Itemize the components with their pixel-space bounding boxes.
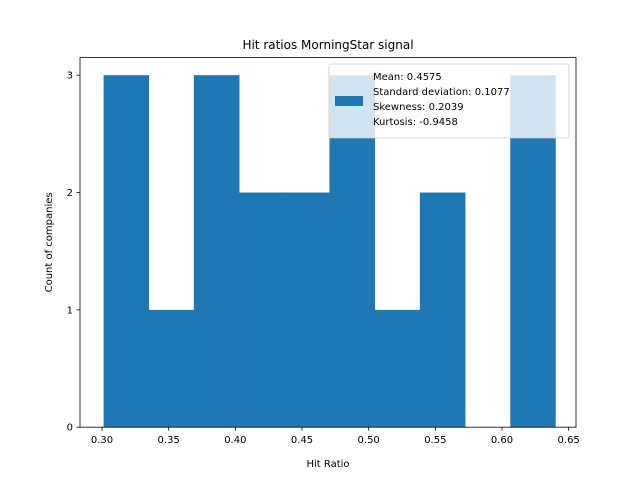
legend-line-std: Standard deviation: 0.1077 bbox=[373, 87, 510, 98]
x-axis-label: Hit Ratio bbox=[306, 459, 349, 470]
histogram-bar-8 bbox=[419, 192, 466, 428]
histogram-bar-1 bbox=[103, 75, 150, 428]
histogram-bar-4 bbox=[239, 192, 285, 428]
y-tick-label: 3 bbox=[67, 71, 73, 82]
legend-line-kurtosis: Kurtosis: -0.9458 bbox=[373, 117, 458, 128]
histogram-bar-2 bbox=[148, 309, 195, 428]
chart-title: Hit ratios MorningStar signal bbox=[242, 38, 413, 52]
y-tick-label: 1 bbox=[67, 305, 73, 316]
x-tick-label: 0.35 bbox=[158, 435, 180, 446]
y-tick-label: 2 bbox=[67, 188, 73, 199]
histogram-bar-7 bbox=[374, 309, 421, 428]
y-axis-ticks: 0 1 2 3 bbox=[67, 71, 80, 434]
bars-group bbox=[103, 75, 556, 428]
y-axis-label: Count of companies bbox=[44, 192, 55, 292]
x-tick-label: 0.55 bbox=[424, 435, 446, 446]
legend-box bbox=[328, 63, 570, 139]
legend: Mean: 0.4575 Standard deviation: 0.1077 … bbox=[328, 63, 570, 139]
x-axis-ticks: 0.30 0.35 0.40 0.45 0.50 0.55 0.60 0.65 bbox=[91, 427, 580, 446]
x-tick-label: 0.40 bbox=[224, 435, 246, 446]
legend-line-skewness: Skewness: 0.2039 bbox=[373, 102, 464, 113]
histogram-bar-5 bbox=[284, 192, 330, 428]
plot-frame bbox=[79, 57, 577, 428]
legend-line-mean: Mean: 0.4575 bbox=[373, 72, 442, 83]
legend-swatch bbox=[335, 96, 363, 106]
x-tick-label: 0.60 bbox=[491, 435, 513, 446]
y-tick-label: 0 bbox=[67, 423, 73, 434]
x-tick-label: 0.65 bbox=[558, 435, 580, 446]
x-tick-label: 0.30 bbox=[91, 435, 113, 446]
histogram-bar-3 bbox=[193, 75, 240, 428]
x-tick-label: 0.45 bbox=[291, 435, 313, 446]
x-tick-label: 0.50 bbox=[358, 435, 380, 446]
